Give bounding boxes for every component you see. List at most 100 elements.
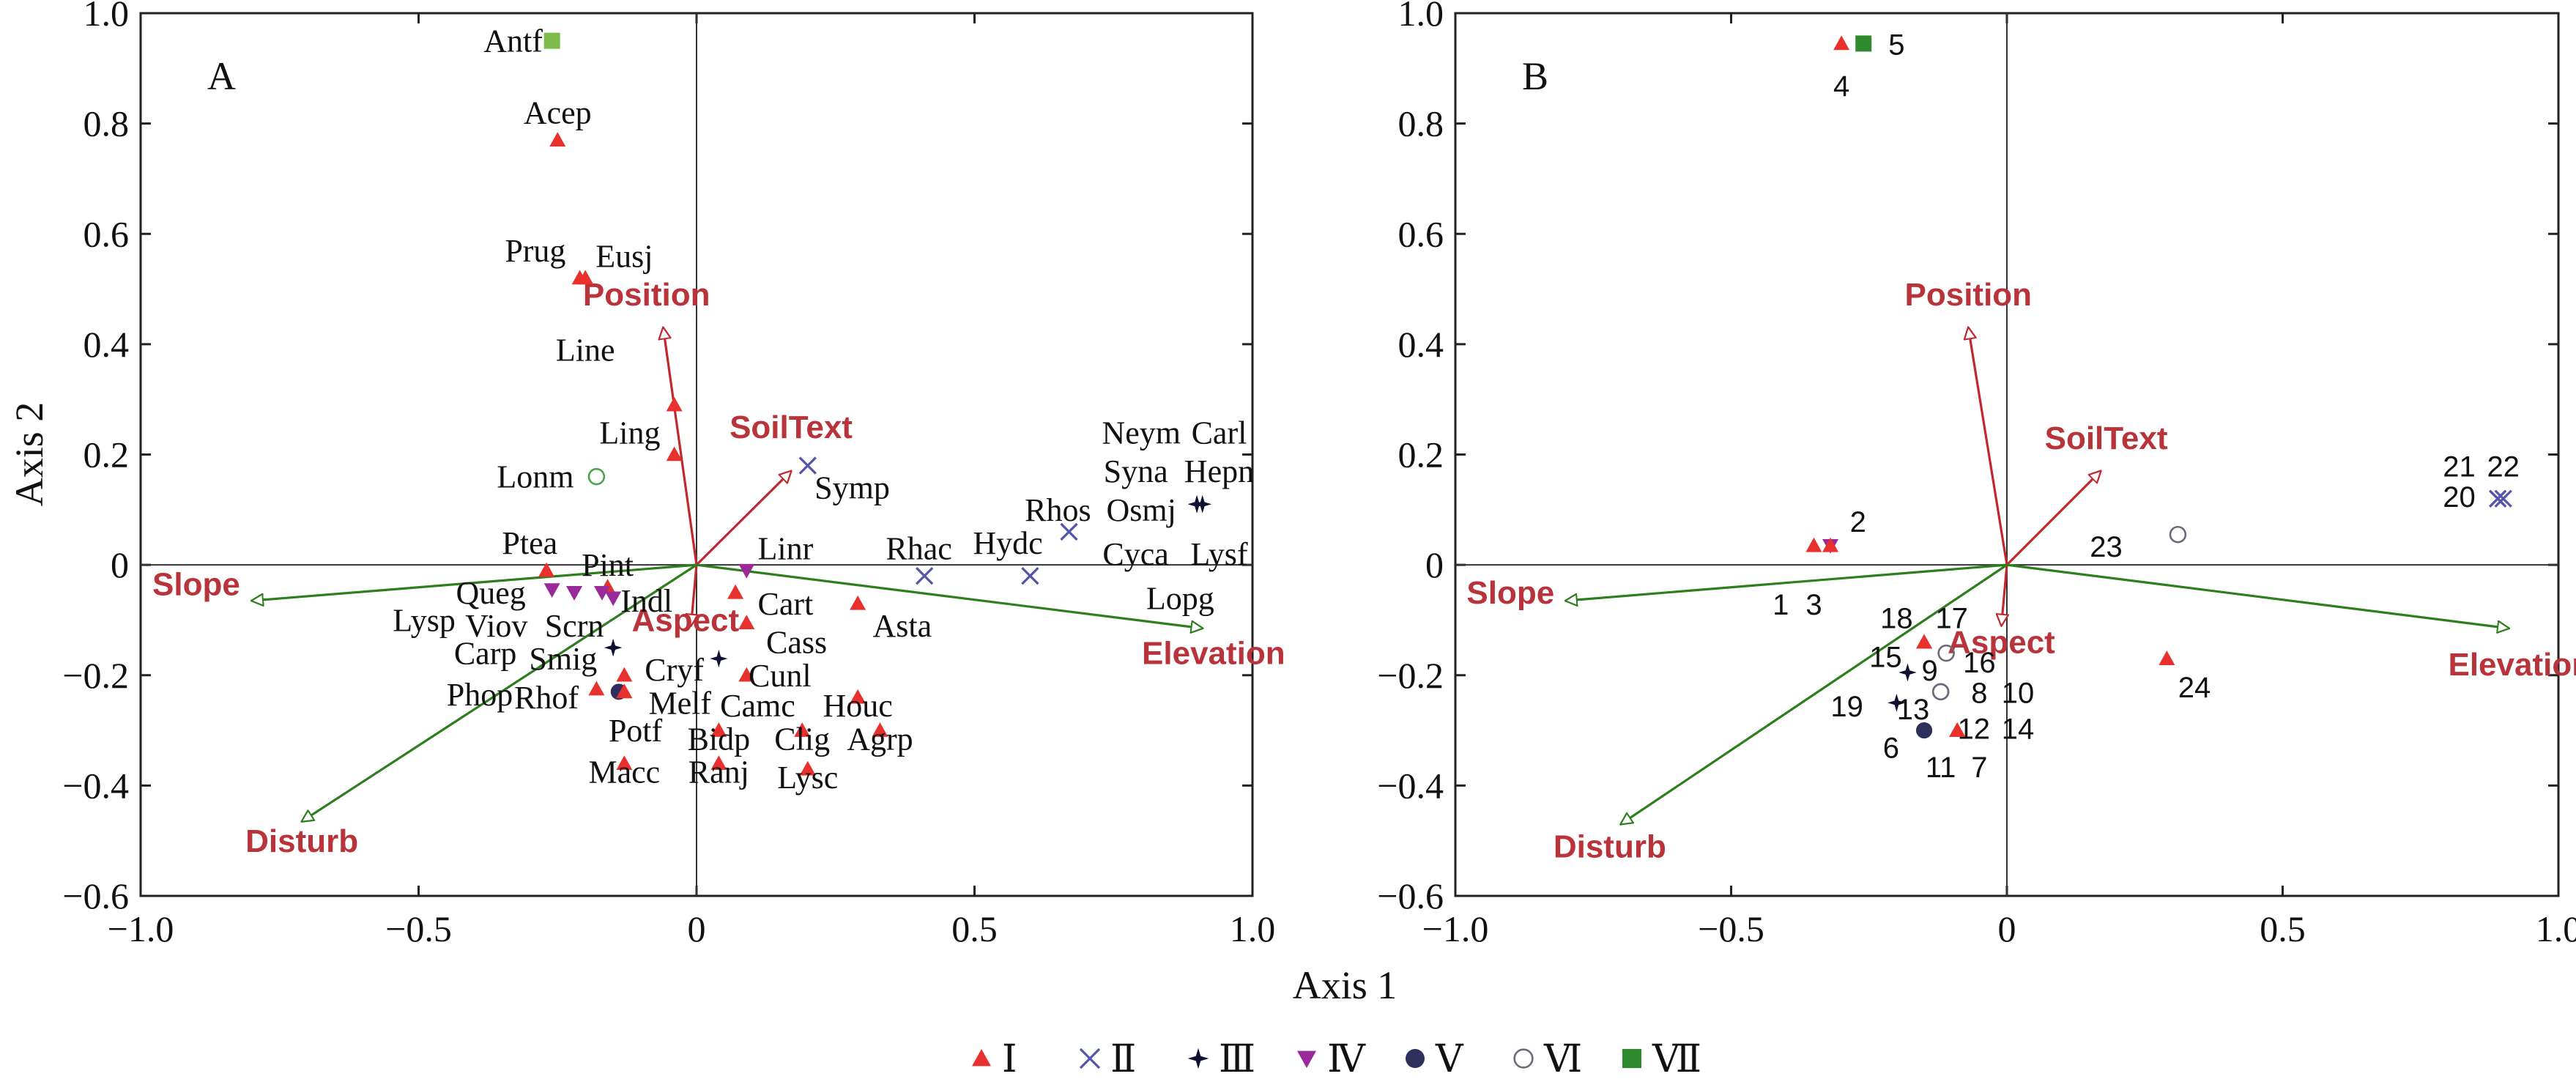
point-label-symp: Symp [814,470,890,506]
legend-label-vii: Ⅶ [1652,1039,1701,1080]
legend-item-vi: Ⅵ [1513,1039,1582,1080]
point-label-hydc: Hydc [973,525,1042,561]
point-label-14: 14 [2002,713,2035,745]
point-label-neym: Neym [1102,415,1181,451]
point-marker-cryf [710,650,728,668]
point-marker-7 [1949,722,1966,737]
point-label-23: 23 [2090,531,2123,563]
point-label-phop: Phop [447,677,513,713]
point-marker-9 [1898,663,1917,682]
point-label-rhac: Rhac [886,531,951,567]
point-label-5: 5 [1888,29,1904,61]
point-marker-ling [666,446,683,461]
point-marker-20 [2489,489,2507,508]
point-label-houc: Houc [823,688,892,724]
legend-item-iv: Ⅳ [1297,1039,1366,1080]
point-label-rhos: Rhos [1025,492,1091,528]
point-label-18: 18 [1880,603,1913,635]
point-marker-indl [593,585,610,601]
legend-marker-vii [1622,1049,1641,1068]
vector-label-elevation: Elevation [2448,647,2576,683]
vector-label-position: Position [583,277,710,313]
x-tick-label: 0 [688,908,706,949]
legend-label-vi: Ⅵ [1543,1039,1582,1080]
point-label-cyca: Cyca [1102,536,1168,572]
point-label-19: 19 [1830,691,1863,723]
point-marker-11 [1916,722,1933,739]
env-vectors-a: Position SoilText Aspect Slope Elevation Dist… [152,277,1285,859]
point-marker-1 [1805,537,1822,552]
point-label-indl: Indl [620,583,672,619]
point-marker-eusj [577,270,594,285]
y-tick-label: 0.2 [83,434,130,475]
y-tick-label: −0.4 [1377,765,1444,806]
point-label-22: 22 [2487,451,2520,483]
vector-soiltext [695,471,791,566]
legend: Ⅰ Ⅱ Ⅲ Ⅳ Ⅴ Ⅵ Ⅶ [972,1039,1701,1080]
point-label-lopg: Lopg [1146,580,1214,616]
point-label-2: 2 [1850,506,1866,538]
y-tick-label: −0.6 [62,875,129,916]
point-label-rhof: Rhof [514,680,579,716]
species-points: Antf Acep Prug Eusj Line Ling Lonm Symp Neym Carl… [393,23,1254,796]
point-marker-16 [1937,644,1955,662]
panel-b: −1.0 −0.5 0 0.5 1.0 −0.6 −0.4 −0.2 0 0.2 0.4 0.6 0.8… [1377,0,2576,949]
point-label-linr: Linr [758,531,814,567]
vector-label-aspect: Aspect [1948,625,2055,661]
point-marker-rhof [616,667,633,682]
point-marker-macc [616,755,633,771]
ticks-b: −1.0 −0.5 0 0.5 1.0 −0.6 −0.4 −0.2 0 0.2 0.4 0.6 0.8… [1377,0,2576,949]
x-tick-label: 0.5 [951,908,998,949]
vector-label-soiltext: SoilText [2045,420,2168,456]
point-label-line: Line [556,332,615,368]
point-marker-asta [850,595,866,610]
point-marker-smig [604,638,623,657]
legend-item-ii: Ⅱ [1079,1039,1136,1080]
point-marker-23 [2169,525,2187,544]
point-label-9: 9 [1921,655,1937,687]
legend-marker-iii [1187,1048,1209,1069]
point-marker-5 [1855,35,1872,52]
env-vectors-b: Position SoilText Aspect Slope Elevation Dist… [1466,277,2576,864]
point-label-carl: Carl [1192,415,1247,451]
y-axis-title: Axis 2 [7,402,51,507]
point-label-smig: Smig [529,641,597,677]
legend-label-i: Ⅰ [1002,1039,1017,1080]
legend-marker-i [972,1049,991,1067]
point-marker-lonm [587,467,606,486]
point-label-8: 8 [1971,677,1987,709]
legend-item-i: Ⅰ [972,1039,1017,1080]
x-tick-label: 1.0 [2536,908,2576,949]
point-label-16: 16 [1963,647,1996,679]
point-marker-agrp [872,722,888,737]
panel-letter-a: A [207,54,236,98]
x-tick-label: 0.5 [2260,908,2306,949]
point-marker-bidp [710,722,727,737]
point-label-camc: Camc [720,688,795,724]
point-marker-linr [738,563,755,579]
point-marker-22 [2494,489,2512,508]
point-marker-clig [794,722,811,737]
point-label-11: 11 [1926,752,1956,784]
y-tick-label: 0 [111,544,129,585]
point-label-ranj: Ranj [688,755,749,790]
point-marker-antf [543,32,560,49]
point-marker-rhac [916,567,934,585]
x-tick-label: −0.5 [1698,908,1764,949]
point-label-4: 4 [1833,70,1849,103]
point-label-3: 3 [1805,589,1822,621]
point-marker-24 [2159,650,2175,665]
vector-elevation [2006,563,2509,629]
vector-label-slope: Slope [152,567,240,603]
y-tick-label: 0.6 [1398,213,1444,254]
x-tick-label: 1.0 [1230,908,1276,949]
point-label-eusj: Eusj [595,238,653,274]
vector-disturb [302,563,697,821]
point-label-hepn: Hepn [1184,453,1254,489]
point-label-pint: Pint [582,547,634,583]
point-label-cart: Cart [758,586,814,622]
vector-slope [252,563,697,601]
point-marker-potf [616,683,633,699]
